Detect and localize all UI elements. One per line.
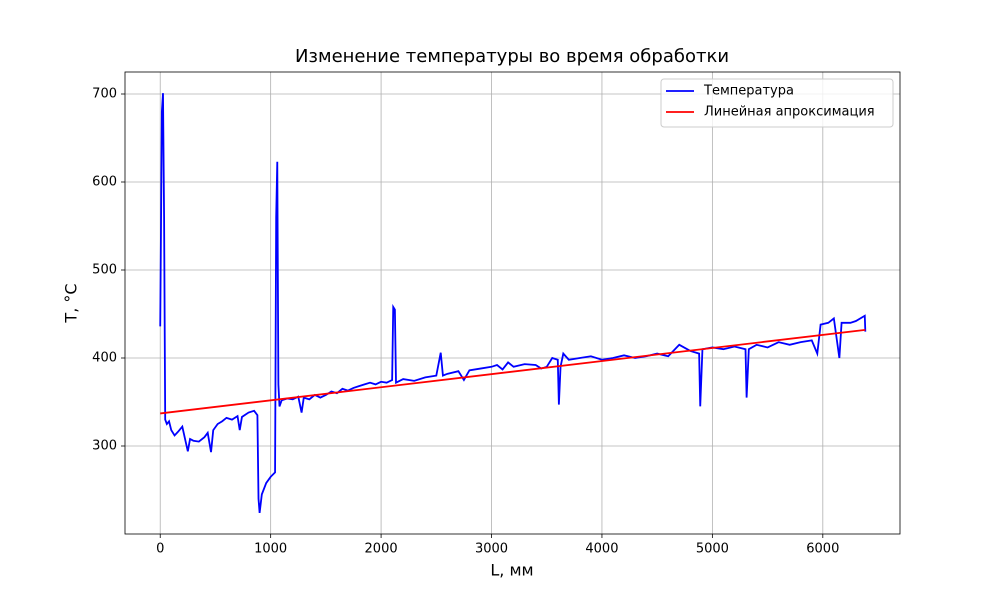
x-tick-label: 4000 [585, 542, 618, 557]
x-tick-label: 6000 [806, 542, 839, 557]
x-tick-label: 5000 [696, 542, 729, 557]
x-tick-label: 3000 [475, 542, 508, 557]
data-line [159, 93, 867, 513]
legend-label: Температура [703, 84, 794, 99]
y-axis-label: T, °C [62, 283, 81, 323]
legend-label: Линейная апроксимация [704, 105, 875, 120]
x-tick-label: 1000 [254, 542, 287, 557]
x-tick-label: 2000 [365, 542, 398, 557]
y-tick-label: 300 [92, 439, 117, 454]
legend-box [660, 78, 894, 128]
data-line [160, 328, 866, 415]
chart-title: Изменение температуры во время обработки [295, 46, 729, 67]
y-tick-label: 500 [92, 263, 117, 278]
y-tick-label: 400 [92, 351, 117, 366]
x-axis-label: L, мм [490, 561, 533, 580]
x-tick-label: 0 [156, 542, 164, 557]
axes-frame [124, 71, 901, 535]
y-tick-label: 600 [92, 175, 117, 190]
y-tick-label: 700 [92, 87, 117, 102]
